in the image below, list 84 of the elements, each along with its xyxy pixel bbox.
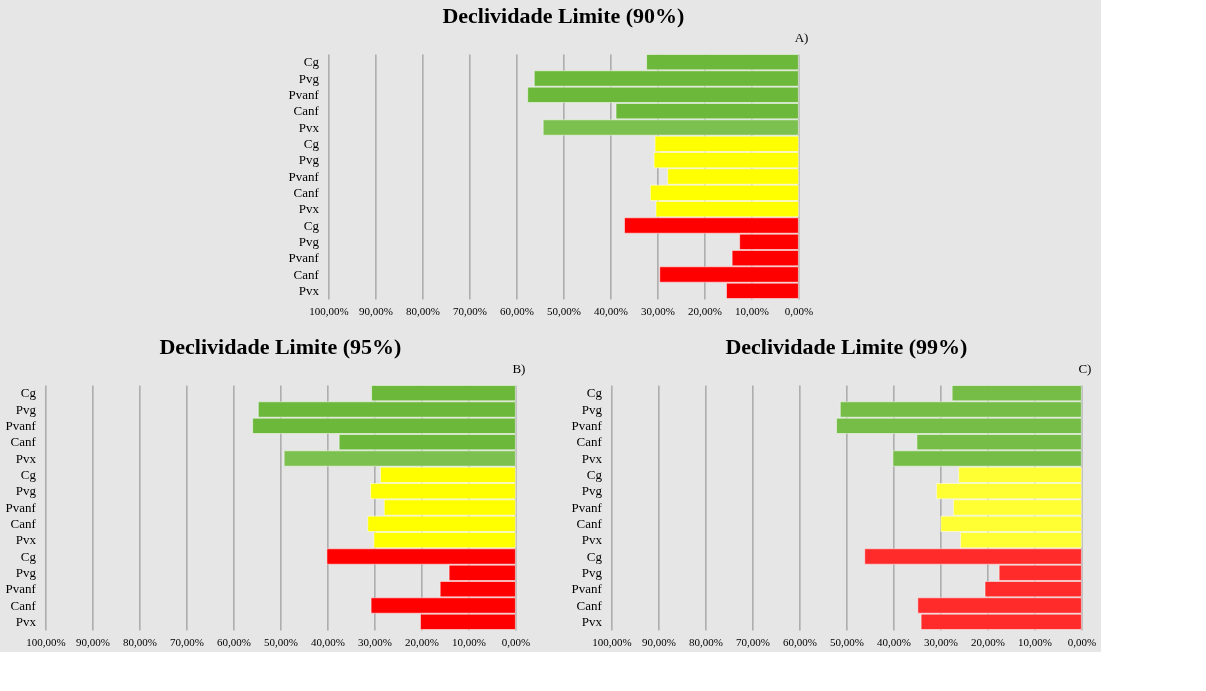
x-tick-label: 60,00% — [499, 304, 534, 317]
x-tick-label: 90,00% — [75, 635, 110, 648]
y-tick-label: Pvg — [581, 401, 603, 417]
y-tick-label: Pvg — [298, 233, 320, 249]
y-tick-label: Pvx — [15, 450, 37, 466]
x-tick-label: 30,00% — [357, 635, 392, 648]
y-tick-label: Pvanf — [5, 581, 37, 597]
y-tick-label: Cg — [303, 135, 320, 151]
x-tick-label: 80,00% — [122, 635, 157, 648]
y-tick-label: Pvg — [15, 564, 37, 580]
text: A) — [794, 30, 809, 45]
x-tick-label: 20,00% — [404, 635, 439, 648]
x-tick-label: 0,00% — [1067, 635, 1097, 648]
y-tick-label: Cg — [586, 548, 603, 564]
y-tick-label: Canf — [576, 597, 603, 613]
y-tick-label: Pvanf — [571, 417, 603, 433]
y-tick-label: Pvg — [581, 564, 603, 580]
x-tick-label: 40,00% — [310, 635, 345, 648]
y-tick-label: Pvg — [15, 483, 37, 499]
x-tick-label: 20,00% — [687, 304, 722, 317]
y-tick-label: Pvx — [298, 282, 320, 298]
y-tick-label: Pvx — [15, 532, 37, 548]
x-tick-label: 100,00% — [592, 635, 632, 648]
x-tick-label: 60,00% — [782, 635, 817, 648]
y-tick-label: Canf — [293, 103, 320, 119]
y-tick-label: Canf — [293, 184, 320, 200]
x-tick-label: 30,00% — [640, 304, 675, 317]
chart-title: Declividade Limite (99%) — [725, 334, 968, 359]
y-tick-label: Cg — [20, 385, 37, 401]
x-tick-label: 0,00% — [784, 304, 814, 317]
y-tick-label: Canf — [293, 266, 320, 282]
y-tick-label: Cg — [586, 385, 603, 401]
y-tick-label: Pvx — [298, 119, 320, 135]
y-tick-label: Pvx — [15, 613, 37, 629]
y-tick-label: Cg — [303, 54, 320, 70]
y-tick-label: Pvanf — [288, 168, 320, 184]
x-tick-label: 40,00% — [876, 635, 911, 648]
y-tick-label: Pvx — [298, 201, 320, 217]
y-tick-label: Pvx — [581, 450, 603, 466]
x-tick-label: 90,00% — [641, 635, 676, 648]
x-tick-label: 50,00% — [263, 635, 298, 648]
x-tick-label: 70,00% — [735, 635, 770, 648]
y-tick-label: Pvx — [581, 532, 603, 548]
y-tick-label: Cg — [586, 466, 603, 482]
chart-title: Declividade Limite (95%) — [159, 334, 402, 359]
x-tick-label: 0,00% — [501, 635, 531, 648]
y-tick-label: Canf — [10, 515, 37, 531]
y-tick-label: Pvg — [298, 152, 320, 168]
y-tick-label: Pvanf — [571, 581, 603, 597]
text: C) — [1078, 361, 1092, 376]
y-tick-label: Cg — [20, 548, 37, 564]
y-tick-label: Pvanf — [5, 417, 37, 433]
y-tick-label: Pvanf — [288, 86, 320, 102]
y-tick-label: Canf — [576, 434, 603, 450]
y-tick-label: Pvanf — [571, 499, 603, 515]
y-tick-label: Cg — [20, 466, 37, 482]
x-tick-label: 100,00% — [26, 635, 66, 648]
x-tick-label: 50,00% — [546, 304, 581, 317]
x-tick-label: 10,00% — [1017, 635, 1052, 648]
x-tick-label: 60,00% — [216, 635, 251, 648]
y-tick-label: Pvx — [581, 613, 603, 629]
x-tick-label: 100,00% — [309, 304, 349, 317]
x-tick-label: 80,00% — [688, 635, 723, 648]
x-tick-label: 20,00% — [970, 635, 1005, 648]
x-tick-label: 70,00% — [169, 635, 204, 648]
x-tick-label: 70,00% — [452, 304, 487, 317]
y-tick-label: Canf — [10, 597, 37, 613]
y-tick-label: Pvg — [15, 401, 37, 417]
x-tick-label: 30,00% — [923, 635, 958, 648]
x-tick-label: 50,00% — [829, 635, 864, 648]
chart-title: Declividade Limite (90%) — [442, 3, 685, 28]
x-tick-label: 90,00% — [358, 304, 393, 317]
text: B) — [512, 361, 526, 376]
y-tick-label: Pvanf — [5, 499, 37, 515]
y-tick-label: Pvg — [581, 483, 603, 499]
x-tick-label: 40,00% — [593, 304, 628, 317]
y-tick-label: Canf — [576, 515, 603, 531]
y-tick-label: Pvanf — [288, 250, 320, 266]
x-tick-label: 10,00% — [734, 304, 769, 317]
y-tick-label: Pvg — [298, 70, 320, 86]
x-tick-label: 10,00% — [451, 635, 486, 648]
y-tick-label: Canf — [10, 434, 37, 450]
y-tick-label: Cg — [303, 217, 320, 233]
x-tick-label: 80,00% — [405, 304, 440, 317]
